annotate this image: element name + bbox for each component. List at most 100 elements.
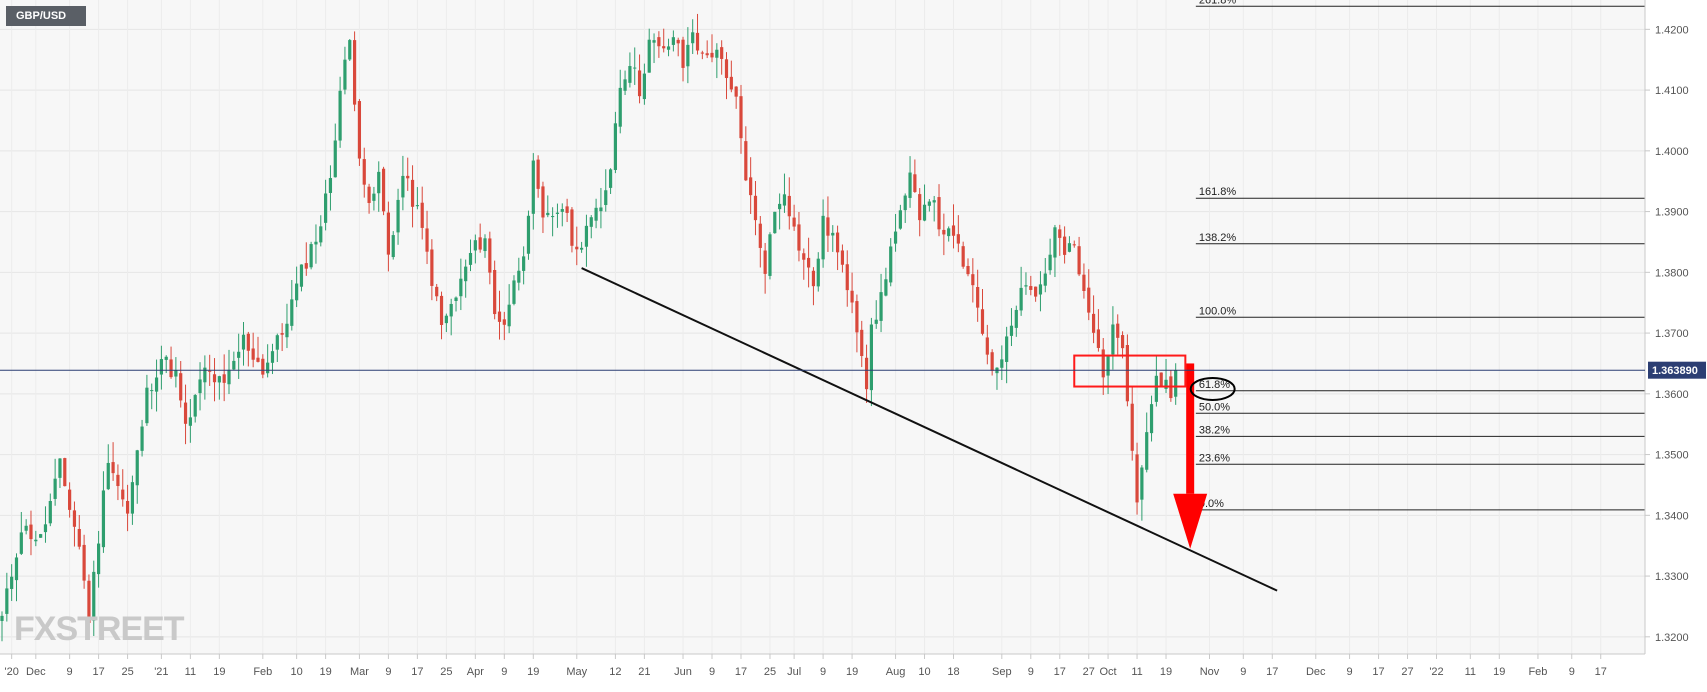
- time-tick-label: May: [566, 666, 587, 678]
- candle-body: [0, 615, 4, 621]
- candle-body: [855, 301, 859, 333]
- candle-body: [290, 299, 294, 326]
- candle-body: [671, 37, 675, 45]
- candle-body: [1149, 404, 1154, 434]
- time-tick-label: 27: [1401, 666, 1413, 678]
- fib-level-label: 138.2%: [1199, 232, 1237, 244]
- price-tick-label: 1.3500: [1655, 450, 1689, 462]
- candle-body: [87, 580, 91, 624]
- candle-body: [381, 168, 386, 212]
- candle-body: [922, 204, 927, 221]
- candle-body: [188, 417, 192, 426]
- candle-body: [961, 246, 965, 267]
- candle-body: [758, 223, 762, 248]
- candle-body: [874, 319, 878, 324]
- plot-background: [0, 0, 1645, 654]
- candle-body: [1000, 359, 1004, 368]
- candle-body: [551, 216, 555, 218]
- candle-body: [478, 237, 482, 250]
- candle-body: [502, 319, 506, 325]
- candle-body: [613, 123, 618, 170]
- time-tick-label: Sep: [992, 666, 1012, 678]
- time-tick-label: 17: [411, 666, 423, 678]
- candle-body: [1019, 287, 1023, 311]
- candle-body: [333, 140, 337, 178]
- candle-body: [198, 379, 202, 394]
- candle-body: [193, 395, 197, 417]
- candle-body: [140, 426, 144, 451]
- candle-body: [362, 159, 366, 185]
- candle-body: [1164, 379, 1168, 389]
- candle-body: [10, 576, 14, 589]
- candle-body: [584, 225, 589, 247]
- candle-body: [464, 266, 468, 282]
- candle-body: [63, 458, 67, 487]
- candle-body: [816, 258, 820, 287]
- candle-body: [169, 359, 173, 378]
- candle-body: [749, 177, 753, 196]
- candle-body: [135, 450, 139, 486]
- time-tick-label: 19: [1160, 666, 1172, 678]
- candle-body: [5, 588, 9, 614]
- candle-body: [48, 501, 52, 524]
- candle-body: [1091, 313, 1096, 333]
- candle-body: [536, 159, 540, 189]
- time-tick-label: 17: [92, 666, 104, 678]
- down-arrow-head: [1173, 493, 1208, 549]
- candle-body: [377, 171, 381, 194]
- candle-body: [1063, 236, 1067, 255]
- candle-body: [1053, 227, 1057, 258]
- time-tick-label: 9: [1240, 666, 1246, 678]
- candle-body: [497, 311, 502, 322]
- candle-body: [1125, 345, 1129, 402]
- candle-body: [1116, 323, 1120, 338]
- candle-body: [507, 304, 511, 327]
- candle-body: [1024, 285, 1028, 287]
- candle-body: [522, 256, 526, 271]
- price-tick-label: 1.3700: [1655, 328, 1689, 340]
- candle-body: [232, 360, 236, 370]
- candle-body: [324, 193, 328, 223]
- candle-body: [927, 201, 931, 206]
- fib-level-label: 161.8%: [1199, 186, 1237, 198]
- target-circle: [1189, 376, 1236, 401]
- candle-body: [1043, 273, 1047, 286]
- candle-body: [203, 367, 207, 383]
- price-tick-label: 1.3400: [1655, 510, 1689, 522]
- candle-body: [401, 175, 405, 198]
- fib-level-label: 0.0%: [1199, 498, 1224, 510]
- candle-body: [1111, 324, 1115, 355]
- candle-body: [908, 172, 912, 198]
- candle-body: [1009, 325, 1014, 336]
- time-tick-label: 9: [1569, 666, 1575, 678]
- candle-body: [415, 205, 419, 207]
- candle-body: [980, 309, 985, 334]
- candle-body: [348, 40, 352, 60]
- candle-body: [778, 203, 782, 210]
- candle-body: [241, 334, 246, 350]
- candle-body: [34, 539, 38, 542]
- candle-body: [869, 324, 873, 391]
- price-tick-label: 1.3600: [1655, 389, 1689, 401]
- candle-body: [154, 377, 159, 392]
- candle-body: [942, 229, 946, 235]
- candle-body: [1159, 372, 1163, 387]
- time-tick-label: 17: [1266, 666, 1278, 678]
- candle-body: [77, 528, 81, 547]
- candle-body: [352, 40, 357, 105]
- candle-body: [116, 474, 120, 487]
- price-tick-label: 1.3900: [1655, 207, 1689, 219]
- candle-body: [304, 263, 308, 269]
- candle-body: [864, 357, 869, 390]
- candle-body: [1014, 309, 1018, 328]
- candle-body: [1120, 335, 1125, 349]
- candles: [0, 13, 1178, 642]
- candle-body: [985, 337, 989, 355]
- time-tick-label: 11: [185, 666, 196, 678]
- candle-body: [372, 193, 376, 201]
- candle-body: [493, 270, 497, 315]
- candle-body: [53, 478, 57, 499]
- candle-body: [280, 333, 284, 335]
- candle-body: [435, 286, 439, 297]
